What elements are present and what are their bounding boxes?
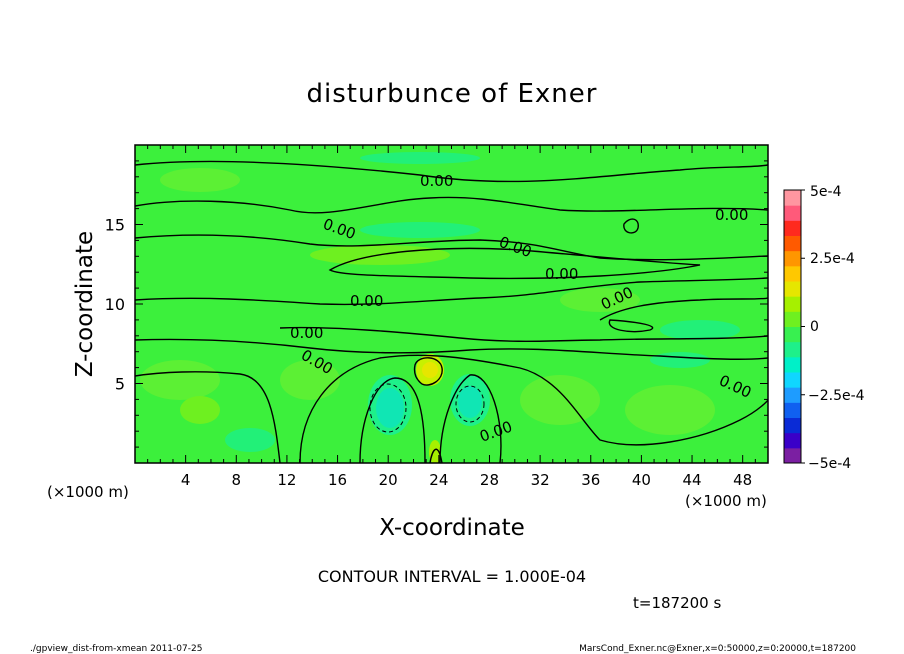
colorbar-swatch	[784, 265, 801, 282]
colorbar-swatch	[784, 250, 801, 267]
colorbar-swatch	[784, 311, 801, 327]
colorbar-swatch	[784, 341, 801, 358]
colorbar-swatch	[784, 296, 801, 312]
contour-label: 0.00	[290, 324, 323, 342]
x-tick-label: 24	[429, 471, 448, 489]
x-tick-label: 40	[632, 471, 651, 489]
colorbar-swatch	[784, 417, 801, 434]
footer-right: MarsCond_Exner.nc@Exner,x=0:50000,z=0:20…	[579, 644, 856, 654]
x-tick-label: 20	[379, 471, 398, 489]
x-tick-label: 12	[277, 471, 296, 489]
x-axis-label: X-coordinate	[379, 515, 525, 541]
x-tick-label: 32	[531, 471, 550, 489]
contour-lines	[135, 160, 768, 463]
colorbar-label-zero: 0	[810, 319, 819, 335]
x-unit-right: (×1000 m)	[685, 492, 767, 510]
x-tick-label: 8	[232, 471, 242, 489]
colorbar-swatch	[784, 372, 801, 388]
x-tick-label: 36	[581, 471, 600, 489]
x-tick-label: 28	[480, 471, 499, 489]
colorbar-label-max: 5e-4	[810, 184, 842, 200]
y-axis-label: Z-coordinate	[72, 231, 98, 377]
contour-label: 0.00	[545, 265, 578, 283]
x-axis-ticks: 4 8 12 16 20 24 28 32 36 40 44 48	[134, 145, 769, 489]
colorbar-swatch	[784, 205, 801, 221]
heatmap-field	[135, 145, 768, 463]
colorbar-swatch	[784, 326, 801, 343]
x-tick-label: 4	[181, 471, 191, 489]
y-tick-label: 15	[105, 216, 125, 235]
colorbar-swatch	[784, 356, 801, 373]
time-text: t=187200 s	[633, 594, 721, 612]
y-tick-label: 10	[105, 295, 125, 314]
colorbar-swatch	[784, 432, 801, 449]
colorbar-label-low: −2.5e-4	[808, 388, 865, 404]
chart-title: disturbunce of Exner	[307, 79, 598, 109]
colorbar-swatch	[784, 387, 801, 403]
contour-interval-text: CONTOUR INTERVAL = 1.000E-04	[318, 567, 586, 586]
colorbar-swatch	[784, 235, 801, 252]
colorbar-label-high: 2.5e-4	[810, 251, 855, 267]
colorbar-frame	[783, 189, 802, 464]
x-unit-left: (×1000 m)	[47, 483, 129, 501]
x-tick-label: 16	[328, 471, 347, 489]
colorbar-swatch	[784, 281, 801, 297]
colorbar-swatch	[784, 220, 801, 236]
negative-contours	[369, 383, 485, 433]
x-tick-label: 44	[682, 471, 701, 489]
footer-left: ./gpview_dist-from-xmean 2011-07-25	[30, 644, 202, 654]
colorbar-label-min: −5e-4	[808, 456, 851, 472]
y-axis-ticks: 5 10 15	[105, 144, 768, 464]
contour-label: 0.00	[420, 172, 453, 190]
x-tick-label: 48	[733, 471, 752, 489]
colorbar-swatch	[784, 402, 801, 418]
colorbar-swatch	[784, 190, 801, 206]
colorbar-swatch	[784, 447, 801, 464]
y-tick-label: 5	[115, 375, 125, 394]
colorbar	[784, 189, 805, 464]
contour-label: 0.00	[350, 292, 383, 310]
contour-label: 0.00	[715, 206, 748, 224]
